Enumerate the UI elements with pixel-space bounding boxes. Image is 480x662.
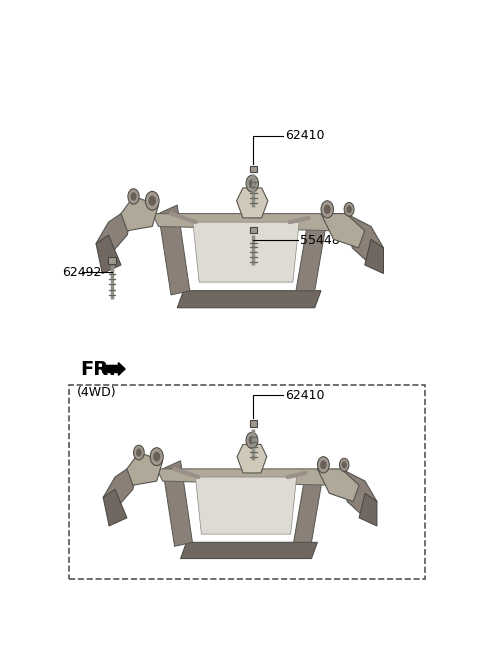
Polygon shape xyxy=(156,469,329,485)
Circle shape xyxy=(320,460,327,469)
Polygon shape xyxy=(103,461,139,510)
Polygon shape xyxy=(103,489,127,526)
Polygon shape xyxy=(96,205,133,256)
Polygon shape xyxy=(250,227,257,234)
Polygon shape xyxy=(96,235,121,273)
Circle shape xyxy=(347,206,352,213)
Polygon shape xyxy=(158,205,190,295)
Circle shape xyxy=(321,201,334,218)
FancyArrow shape xyxy=(103,363,125,375)
Polygon shape xyxy=(341,469,377,518)
Polygon shape xyxy=(317,469,359,502)
Circle shape xyxy=(344,203,354,216)
Circle shape xyxy=(342,461,347,469)
Circle shape xyxy=(150,448,163,465)
Polygon shape xyxy=(180,542,317,559)
Text: 62492: 62492 xyxy=(62,265,101,279)
Text: FR.: FR. xyxy=(81,361,117,379)
Text: 62410: 62410 xyxy=(285,389,324,402)
Circle shape xyxy=(148,195,156,206)
Polygon shape xyxy=(250,166,257,172)
Polygon shape xyxy=(346,214,384,265)
Polygon shape xyxy=(127,453,163,485)
Polygon shape xyxy=(195,477,297,534)
Polygon shape xyxy=(152,214,334,231)
Circle shape xyxy=(145,191,159,210)
Polygon shape xyxy=(163,461,192,546)
Circle shape xyxy=(128,189,139,204)
Text: (4WD): (4WD) xyxy=(77,387,116,399)
Circle shape xyxy=(324,205,331,214)
Bar xyxy=(69,385,424,579)
Circle shape xyxy=(249,179,256,189)
Circle shape xyxy=(317,457,329,473)
Circle shape xyxy=(249,436,255,445)
Text: 55448: 55448 xyxy=(300,234,340,246)
Polygon shape xyxy=(321,214,365,248)
Text: 62410: 62410 xyxy=(285,129,324,142)
Polygon shape xyxy=(365,239,384,273)
Polygon shape xyxy=(237,188,268,218)
Circle shape xyxy=(339,458,349,471)
Circle shape xyxy=(246,432,258,448)
Circle shape xyxy=(246,175,259,192)
Polygon shape xyxy=(177,291,321,308)
Polygon shape xyxy=(108,258,116,264)
Circle shape xyxy=(136,449,142,457)
Circle shape xyxy=(153,451,160,461)
Polygon shape xyxy=(193,222,299,282)
Polygon shape xyxy=(237,444,267,473)
Polygon shape xyxy=(121,197,158,231)
Polygon shape xyxy=(296,218,327,291)
Circle shape xyxy=(133,446,144,460)
Polygon shape xyxy=(359,493,377,526)
Polygon shape xyxy=(294,473,324,542)
Polygon shape xyxy=(250,420,257,427)
Circle shape xyxy=(131,192,137,201)
